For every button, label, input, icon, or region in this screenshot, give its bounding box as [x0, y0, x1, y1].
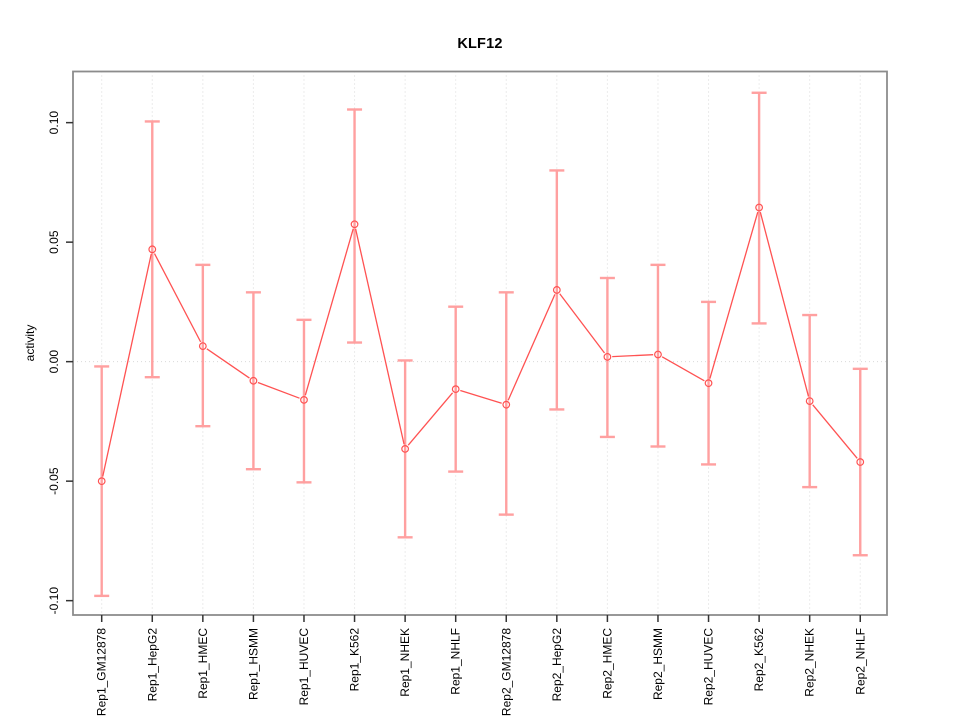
series-segment — [354, 228, 405, 445]
data-point — [805, 397, 814, 405]
series-segment — [206, 348, 250, 379]
x-tick-label: Rep1_NHEK — [398, 628, 412, 697]
data-point — [97, 477, 106, 486]
series-segment — [304, 228, 354, 396]
series-segment — [661, 356, 705, 382]
data-point — [552, 286, 561, 294]
series-segment — [812, 404, 858, 459]
data-point — [451, 385, 460, 394]
series-segment — [709, 211, 759, 379]
x-tick-label: Rep1_GM12878 — [95, 628, 109, 716]
series-segment — [153, 253, 202, 343]
data-point — [755, 203, 764, 212]
series-segment — [460, 389, 502, 404]
x-tick-label: Rep1_HepG2 — [145, 628, 159, 702]
chart-title: KLF12 — [457, 36, 503, 52]
series-segment — [759, 211, 810, 397]
x-tick-label: Rep1_HMEC — [196, 628, 210, 699]
series-segment — [612, 354, 654, 358]
y-tick-label: 0.10 — [47, 111, 61, 135]
x-tick-label: Rep2_GM12878 — [499, 628, 513, 716]
data-point — [198, 342, 207, 351]
x-tick-label: Rep2_HepG2 — [550, 628, 564, 702]
x-tick-label: Rep1_HUVEC — [297, 628, 311, 706]
data-point — [350, 220, 359, 229]
series-segment — [407, 392, 454, 446]
x-tick-label: Rep2_HMEC — [600, 628, 614, 699]
series-segment — [257, 381, 300, 399]
data-point — [300, 395, 308, 404]
y-tick-label: -0.05 — [47, 467, 61, 495]
x-tick-label: Rep1_HSMM — [246, 628, 260, 700]
data-point — [704, 379, 713, 388]
data-point — [603, 352, 612, 361]
series-segment — [507, 294, 556, 401]
plot-box — [72, 70, 888, 616]
y-tick-label: -0.10 — [47, 587, 61, 615]
x-tick-label: Rep2_K562 — [752, 628, 766, 692]
x-tick-label: Rep1_K562 — [348, 628, 362, 692]
x-tick-label: Rep2_HSMM — [651, 628, 665, 700]
x-tick-label: Rep2_HUVEC — [702, 628, 716, 706]
data-point — [249, 376, 258, 385]
series-segment — [102, 253, 152, 477]
y-tick-label: 0.00 — [47, 350, 61, 374]
x-tick-label: Rep1_NHLF — [449, 628, 463, 695]
data-point — [654, 350, 662, 359]
series-segment — [559, 293, 606, 354]
x-tick-label: Rep2_NHLF — [853, 628, 867, 695]
data-point — [148, 245, 157, 254]
x-tick-label: Rep2_NHEK — [803, 628, 817, 697]
data-point — [502, 400, 511, 409]
data-point — [856, 458, 865, 466]
data-point — [401, 444, 410, 453]
y-tick-label: 0.05 — [47, 230, 61, 254]
